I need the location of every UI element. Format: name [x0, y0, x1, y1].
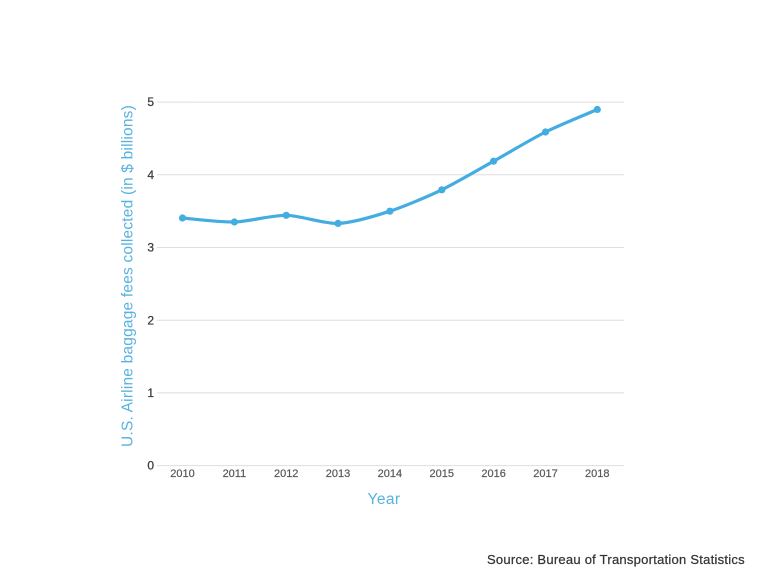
svg-text:2011: 2011 [223, 468, 247, 480]
svg-text:2016: 2016 [481, 468, 505, 480]
svg-text:2014: 2014 [378, 468, 402, 480]
svg-text:2012: 2012 [274, 468, 298, 480]
svg-text:U.S. Airline baggage fees coll: U.S. Airline baggage fees collected (in … [120, 105, 137, 447]
svg-text:0: 0 [147, 459, 154, 473]
svg-text:1: 1 [147, 386, 154, 400]
svg-text:2010: 2010 [170, 468, 194, 480]
svg-text:3: 3 [147, 241, 154, 255]
svg-text:5: 5 [147, 95, 154, 109]
svg-text:Source: Bureau of Transportati: Source: Bureau of Transportation Statist… [487, 552, 745, 567]
svg-text:2013: 2013 [326, 468, 350, 480]
svg-text:2017: 2017 [533, 468, 557, 480]
svg-text:4: 4 [147, 168, 154, 182]
svg-text:2018: 2018 [585, 468, 609, 480]
svg-text:2015: 2015 [430, 468, 454, 480]
svg-text:2: 2 [147, 313, 154, 327]
svg-text:Year: Year [368, 491, 401, 508]
